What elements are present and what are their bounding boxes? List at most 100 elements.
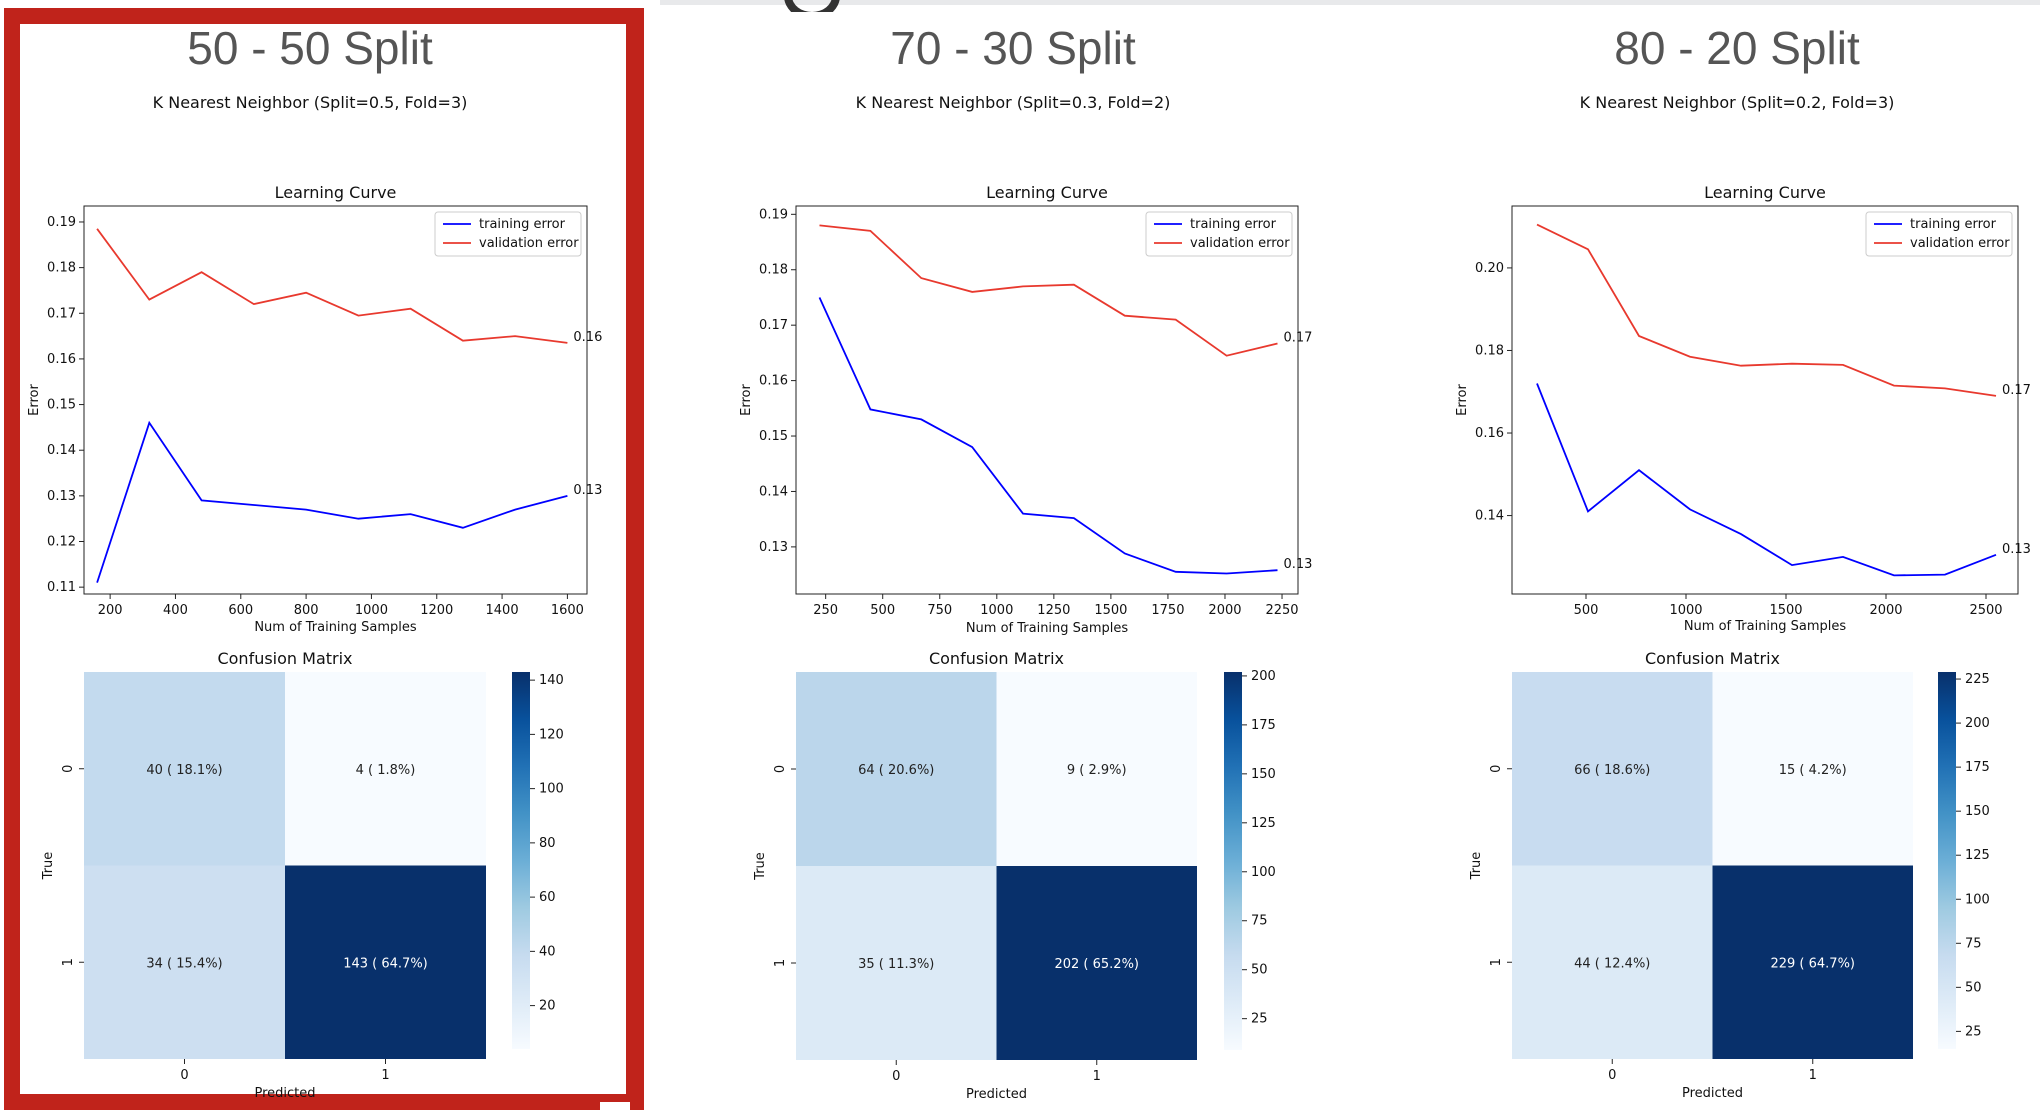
colorbar [1224,672,1242,1050]
legend-entry: validation error [1910,236,2010,251]
y-axis-label: True [41,852,56,881]
y-axis-label: Error [1455,384,1470,416]
colorbar-tick-label: 175 [1965,760,1990,775]
y-tick-label: 0.14 [759,484,788,499]
x-axis-label: Num of Training Samples [966,621,1129,636]
y-tick-label: 1 [1489,958,1504,966]
y-tick-label: 0.19 [759,207,788,222]
panel-title: 50 - 50 Split [187,22,433,74]
x-tick-label: 200 [98,603,123,618]
series-line-validation-error [819,224,1278,357]
y-axis-label: Error [739,384,754,416]
x-tick-label: 1500 [1769,603,1802,618]
x-axis-label: Predicted [1682,1086,1743,1101]
y-tick-label: 0.16 [759,374,788,389]
series-line-validation-error [96,228,568,344]
x-tick-label: 500 [1574,603,1599,618]
x-tick-label: 1000 [980,603,1013,618]
x-axis-label: Predicted [966,1087,1027,1102]
y-tick-label: 0.18 [1475,343,1504,358]
series-end-label: 0.13 [2002,542,2031,557]
y-tick-label: 0.14 [1475,509,1504,524]
y-tick-label: 0.15 [759,429,788,444]
x-tick-label: 800 [294,603,319,618]
colorbar-tick-label: 140 [539,673,564,688]
x-tick-label: 1 [1809,1068,1817,1083]
x-tick-label: 2000 [1208,603,1241,618]
legend-box [1865,211,2013,257]
matrix-cell [285,865,486,1059]
series-line-training-error [1536,383,1997,577]
y-tick-label: 0.18 [47,261,76,276]
panel-subtitle: K Nearest Neighbor (Split=0.2, Fold=3) [1580,93,1895,112]
colorbar-tick-label: 200 [1965,716,1990,731]
matrix-cell [796,866,997,1060]
y-tick-label: 0.14 [47,443,76,458]
learning-curve-chart: Learning Curve 500 1000 1500 2000 2500 0.14 0.1… [1455,183,2031,634]
y-tick-label: 0 [773,765,788,773]
top-edge-bar [660,0,2040,5]
confusion-matrix-chart: Confusion Matrix 40 ( 18.1%) 4 ( 1.8%) 34 (… [41,649,564,1101]
series-end-label: 0.16 [573,330,602,345]
colorbar-tick-label: 125 [1965,848,1990,863]
y-tick-label: 0.16 [1475,426,1504,441]
x-tick-label: 2500 [1969,603,2002,618]
panel-subtitle: K Nearest Neighbor (Split=0.5, Fold=3) [153,93,468,112]
learning-curve-chart: Learning Curve 250 500 750 1000 1250 1500 1750 2… [739,183,1312,636]
x-tick-label: 1500 [1094,603,1127,618]
matrix-cell-label: 64 ( 20.6%) [858,763,934,778]
x-tick-label: 2000 [1869,603,1902,618]
matrix-cell [285,672,486,866]
x-tick-label: 1000 [355,603,388,618]
y-tick-label: 1 [61,958,76,966]
panel-2: 70 - 30 Split K Nearest Neighbor (Split=0… [739,22,1312,1102]
matrix-cell [996,866,1197,1060]
legend-box [434,211,582,257]
x-tick-label: 1750 [1151,603,1184,618]
colorbar-tick-label: 60 [539,890,556,905]
y-tick-label: 0 [1489,765,1504,773]
series-end-label: 0.17 [1283,330,1312,345]
y-axis-label: True [1469,852,1484,881]
matrix-cell-label: 66 ( 18.6%) [1574,763,1650,778]
matrix-cell-label: 40 ( 18.1%) [146,763,222,778]
series-line-training-error [96,420,568,583]
y-tick-label: 1 [773,959,788,967]
colorbar-tick-label: 100 [1965,892,1990,907]
confusion-matrix-title: Confusion Matrix [217,649,352,668]
series-end-label: 0.13 [1283,557,1312,572]
matrix-cell [996,672,1197,866]
x-tick-label: 1600 [551,603,584,618]
matrix-cell [1712,672,1913,866]
learning-curve-axes-frame [83,205,588,595]
colorbar-tick-label: 100 [539,782,564,797]
matrix-cell-label: 34 ( 15.4%) [146,956,222,971]
colorbar-tick-label: 25 [1965,1024,1982,1039]
highlight-frame-gap [600,1102,630,1110]
x-tick-label: 500 [870,603,895,618]
cropped-heading-glyph [780,0,840,12]
legend-box [1145,211,1293,257]
panel-subtitle: K Nearest Neighbor (Split=0.3, Fold=2) [856,93,1171,112]
panel-1: 50 - 50 Split K Nearest Neighbor (Split=0… [27,22,602,1101]
x-tick-label: 0 [1608,1068,1616,1083]
x-tick-label: 1 [381,1068,389,1083]
colorbar-tick-label: 120 [539,727,564,742]
colorbar-tick-label: 150 [1965,804,1990,819]
x-tick-label: 1000 [1669,603,1702,618]
x-axis-label: Predicted [254,1086,315,1101]
x-tick-label: 1250 [1037,603,1070,618]
colorbar-tick-label: 50 [1965,980,1982,995]
colorbar-tick-label: 175 [1251,718,1276,733]
colorbar-tick-label: 200 [1251,669,1276,684]
y-tick-label: 0.13 [759,540,788,555]
y-tick-label: 0.17 [759,318,788,333]
series-end-label: 0.17 [2002,383,2031,398]
matrix-cell [1512,865,1713,1059]
matrix-cell-label: 44 ( 12.4%) [1574,956,1650,971]
legend-entry: training error [479,217,566,232]
confusion-matrix-chart: Confusion Matrix 64 ( 20.6%) 9 ( 2.9%) 35 (… [753,649,1276,1102]
x-tick-label: 400 [163,603,188,618]
colorbar-tick-label: 40 [539,944,556,959]
